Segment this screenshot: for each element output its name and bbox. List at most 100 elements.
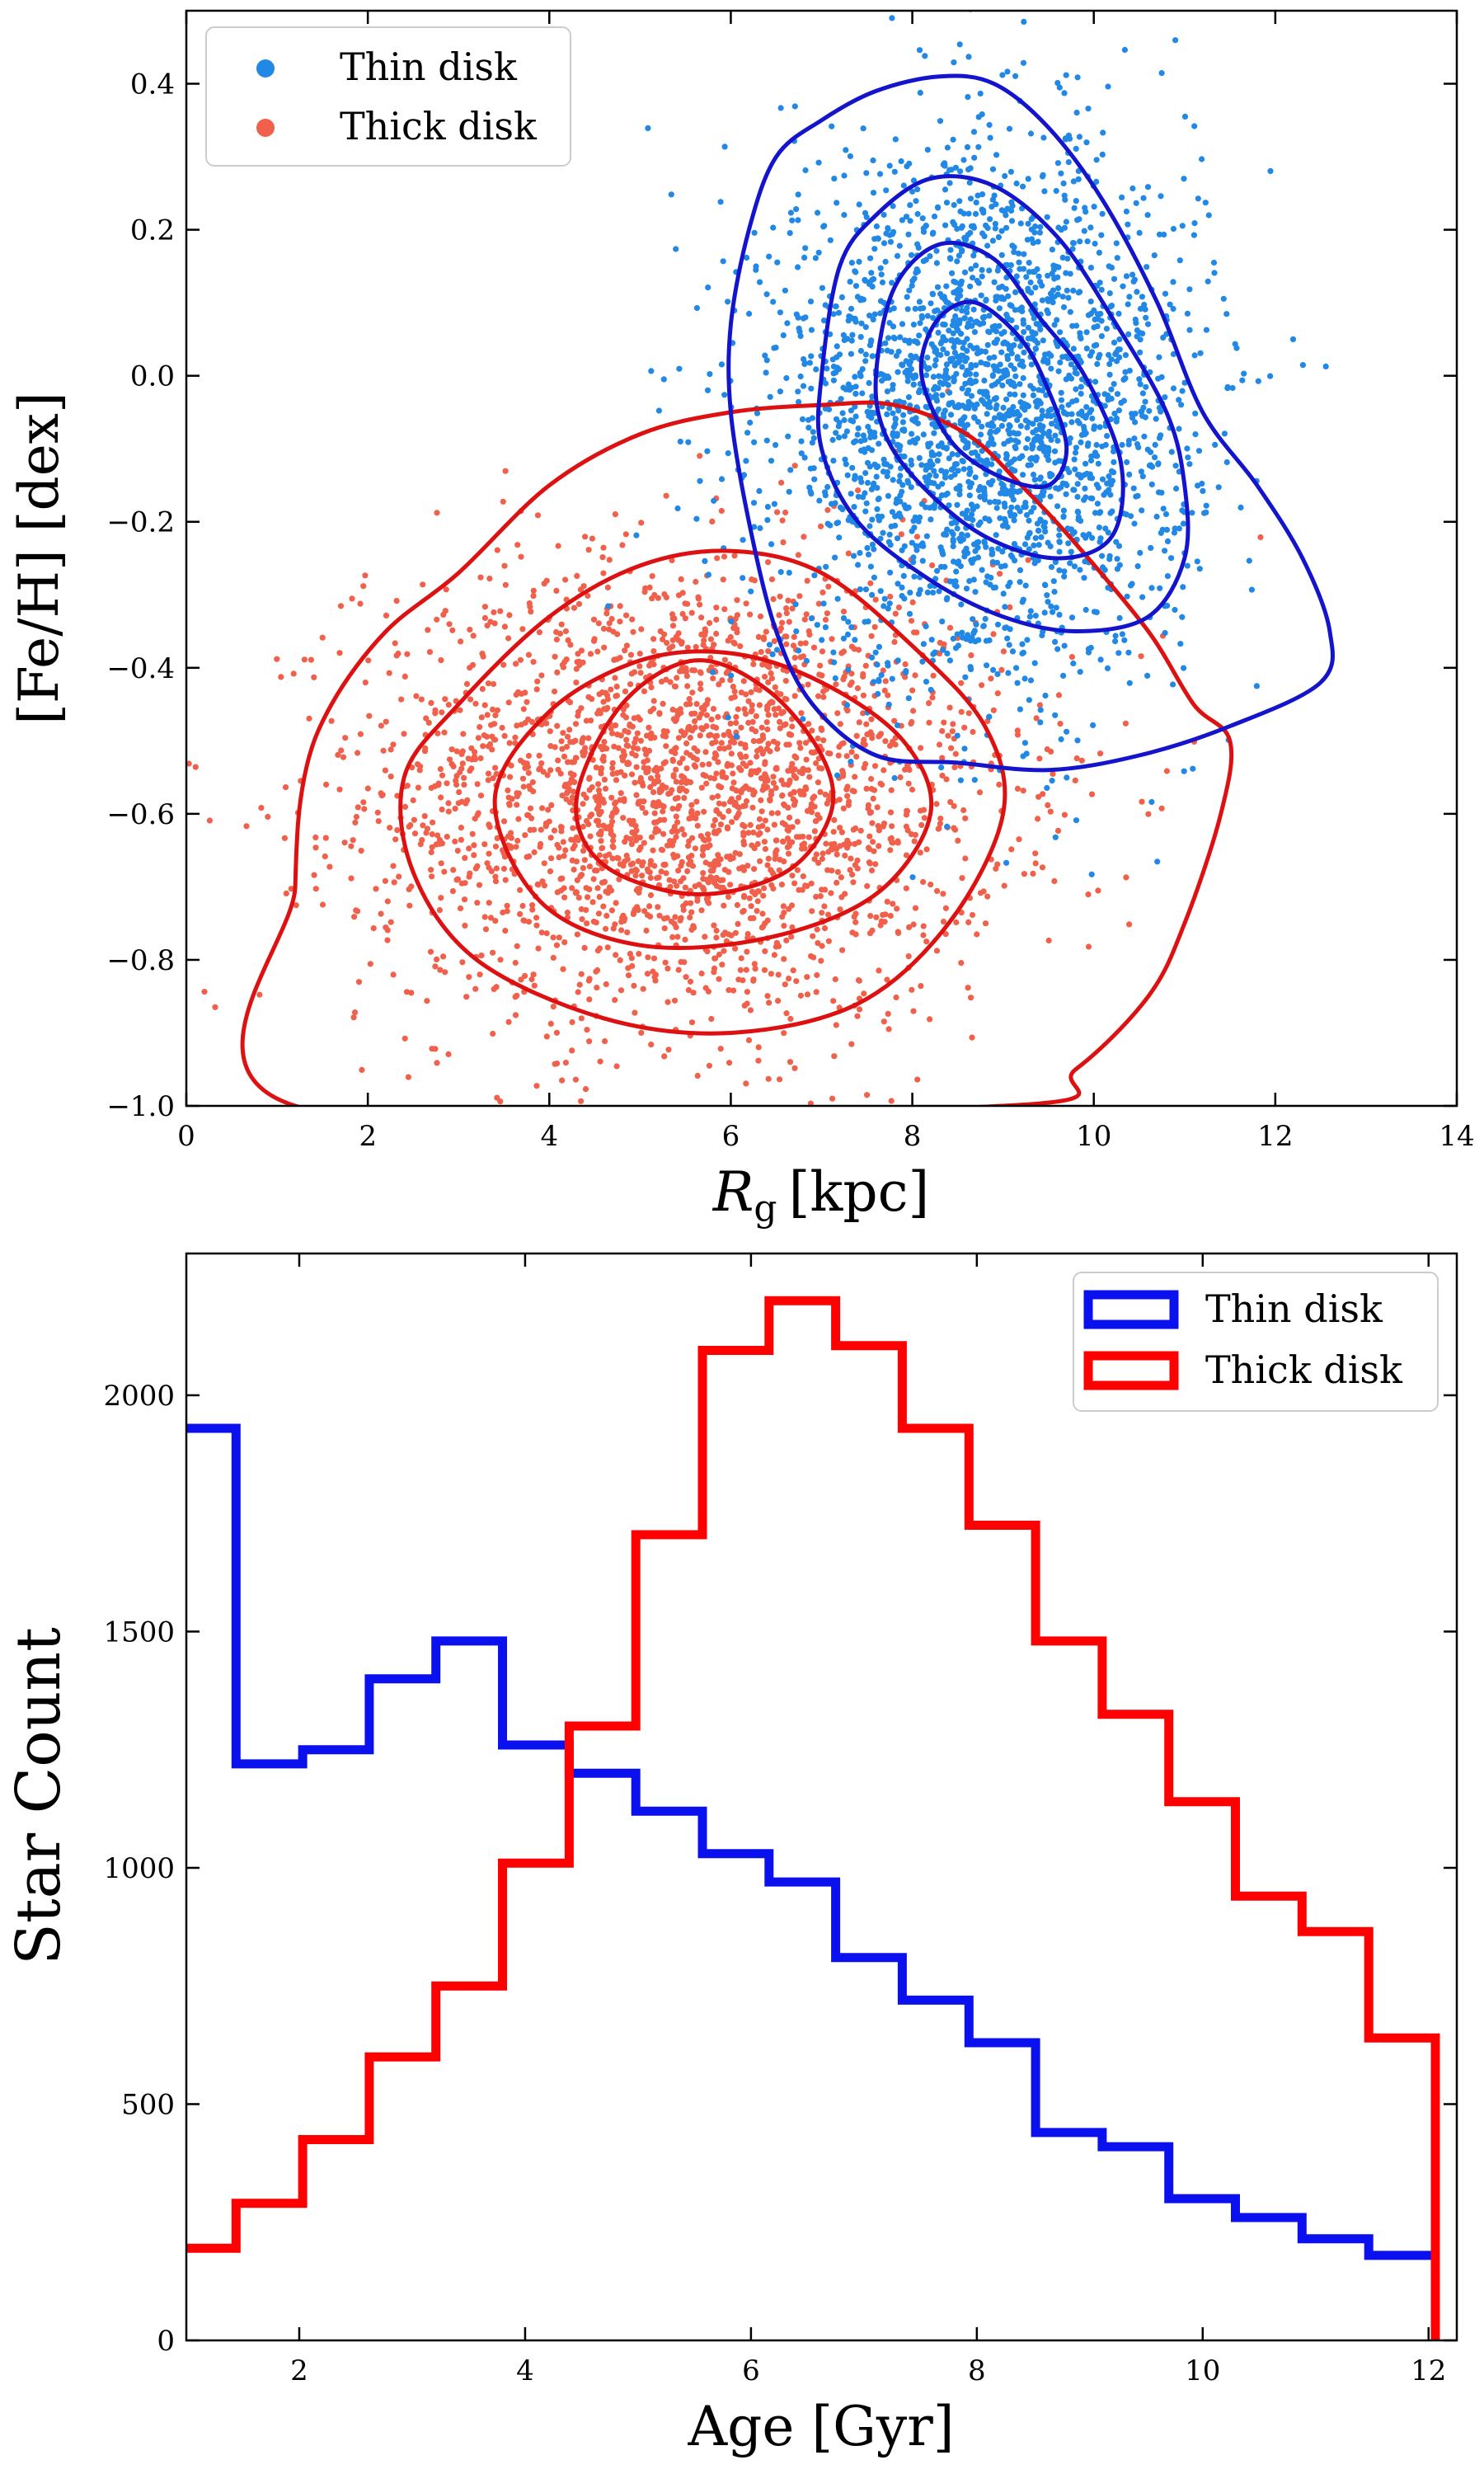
point-thick-disk [864,882,871,890]
point-thick-disk [652,971,660,978]
point-thin-disk [946,389,953,396]
point-thick-disk [661,816,668,823]
point-thick-disk [638,626,645,633]
point-thick-disk [703,712,711,718]
point-thin-disk [998,228,1005,234]
point-thin-disk [862,470,869,477]
point-thick-disk [1068,654,1075,661]
point-thin-disk [845,666,852,673]
point-thin-disk [808,615,815,622]
point-thick-disk [562,783,569,789]
point-thick-disk [619,542,626,548]
point-thin-disk [876,440,882,447]
point-thin-disk [1131,435,1138,442]
point-thin-disk [899,419,906,426]
point-thick-disk [745,719,752,727]
point-thick-disk [323,781,330,788]
point-thick-disk [755,767,762,774]
point-thick-disk [885,1010,891,1017]
point-thick-disk [506,612,513,618]
point-thick-disk [692,718,698,725]
point-thin-disk [1137,349,1144,355]
point-thick-disk [428,867,434,873]
point-thin-disk [857,347,864,355]
point-thin-disk [962,444,969,451]
point-thin-disk [890,323,897,330]
point-thin-disk [905,695,912,702]
point-thick-disk [563,744,571,750]
point-thick-disk [962,815,969,821]
point-thin-disk [1125,441,1132,448]
point-thin-disk [950,543,956,550]
point-thick-disk [877,731,885,737]
point-thick-disk [588,717,594,724]
point-thick-disk [743,797,750,805]
point-thick-disk [727,720,734,727]
point-thick-disk [641,746,648,753]
point-thick-disk [622,727,628,734]
point-thick-disk [797,745,804,751]
point-thick-disk [779,914,786,920]
point-thick-disk [744,948,750,955]
point-thick-disk [1032,860,1039,867]
point-thin-disk [1045,599,1051,605]
point-thick-disk [815,779,822,786]
point-thick-disk [378,790,384,797]
point-thick-disk [441,729,448,736]
point-thick-disk [647,874,654,882]
point-thick-disk [733,814,740,821]
point-thick-disk [685,843,692,849]
point-thick-disk [538,760,545,767]
point-thick-disk [449,888,457,895]
point-thin-disk [1031,505,1037,511]
point-thin-disk [847,153,853,160]
point-thick-disk [646,662,653,669]
point-thin-disk [791,103,798,110]
point-thin-disk [1139,594,1146,600]
point-thick-disk [819,887,825,893]
point-thin-disk [869,541,876,548]
point-thick-disk [728,695,735,702]
point-thick-disk [912,672,918,679]
point-thick-disk [437,1279,443,1285]
point-thick-disk [677,706,683,713]
point-thick-disk [650,780,658,787]
point-thin-disk [1060,303,1068,311]
point-thin-disk [871,430,878,436]
point-thin-disk [939,618,946,625]
point-thick-disk [675,630,682,637]
point-thin-disk [1093,178,1100,185]
point-thin-disk [877,310,884,317]
point-thin-disk [1093,482,1100,488]
point-thin-disk [1164,573,1171,580]
point-thick-disk [617,655,623,661]
point-thick-disk [533,1083,540,1089]
point-thin-disk [938,764,945,771]
point-thin-disk [980,320,987,327]
point-thin-disk [807,465,814,472]
point-thick-disk [499,724,505,731]
point-thick-disk [704,898,711,905]
point-thick-disk [773,852,779,858]
point-thin-disk [878,672,885,679]
point-thick-disk [844,844,851,851]
point-thin-disk [1192,410,1199,416]
point-thick-disk [641,840,647,846]
point-thin-disk [1035,527,1041,534]
point-thick-disk [656,912,663,919]
point-thick-disk [762,759,768,765]
point-thick-disk [764,704,771,711]
point-thin-disk [918,542,924,549]
point-thick-disk [831,816,838,824]
point-thin-disk [984,224,991,232]
point-thick-disk [525,769,532,776]
point-thick-disk [666,645,673,652]
point-thin-disk [994,294,1001,300]
point-thin-disk [1129,415,1136,421]
point-thick-disk [477,755,484,762]
point-thin-disk [815,209,821,216]
point-thin-disk [1049,778,1055,784]
point-thick-disk [434,1060,440,1066]
point-thick-disk [721,606,728,613]
point-thick-disk [580,865,587,872]
